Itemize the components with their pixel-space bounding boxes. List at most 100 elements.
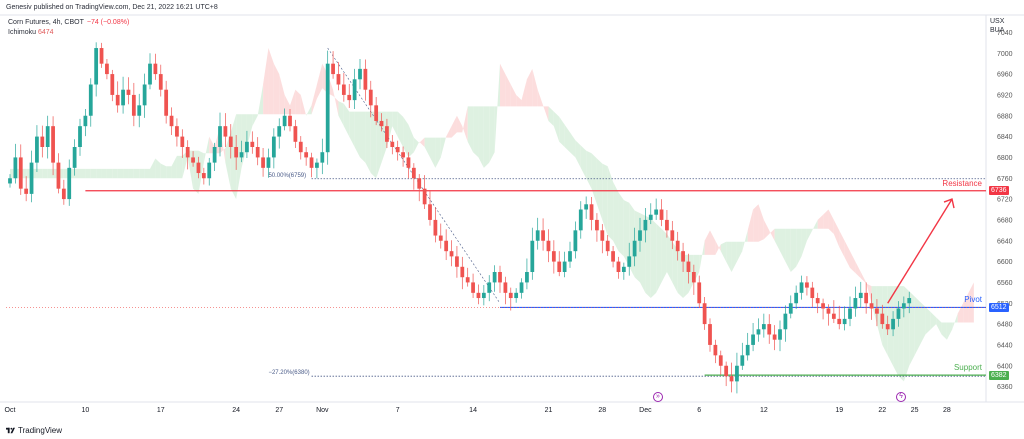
y-tick-label: 6720 xyxy=(997,197,1013,204)
ichimoku-cloud-segment xyxy=(268,48,274,115)
candle-body xyxy=(331,63,335,75)
candle-body xyxy=(605,240,610,252)
candle-body xyxy=(772,334,777,340)
candle-body xyxy=(158,74,163,90)
ichimoku-cloud-segment xyxy=(742,230,748,252)
candle-body xyxy=(363,68,368,90)
candle-body xyxy=(788,303,793,314)
ichimoku-cloud-segment xyxy=(720,241,727,262)
candle-body xyxy=(266,157,271,168)
ichimoku-cloud-segment xyxy=(613,181,619,252)
ichimoku-cloud-segment xyxy=(672,241,678,293)
candle-body xyxy=(368,89,373,106)
candle-body xyxy=(869,303,874,309)
candle-body xyxy=(105,63,109,75)
brand-name[interactable]: TradingView xyxy=(18,426,63,435)
ichimoku-cloud-segment xyxy=(354,111,360,158)
ichimoku-cloud-segment xyxy=(343,103,350,137)
symbol-title[interactable]: Corn Futures, 4h, CBOT xyxy=(8,19,84,26)
ichimoku-cloud-segment xyxy=(564,124,570,153)
candle-body xyxy=(185,147,190,158)
candle-body xyxy=(562,261,567,272)
candle-body xyxy=(815,298,820,304)
ichimoku-cloud-segment xyxy=(430,137,436,168)
candle-body xyxy=(455,256,459,267)
ichimoku-cloud-segment xyxy=(284,94,290,115)
candle-body xyxy=(584,204,589,210)
price-change: −74 (−0.08%) xyxy=(86,19,130,26)
ichimoku-cloud-segment xyxy=(968,282,974,323)
candle-body xyxy=(589,204,594,220)
candle-body xyxy=(428,204,432,220)
candle-body xyxy=(417,178,422,189)
ichimoku-cloud-segment xyxy=(252,114,258,127)
ichimoku-cloud-segment xyxy=(898,286,904,382)
candle-body xyxy=(681,251,685,262)
candle-body xyxy=(449,251,454,257)
candle-body xyxy=(358,68,362,80)
candle-body xyxy=(885,324,890,330)
candle-body xyxy=(395,147,400,153)
ichimoku-cloud-segment xyxy=(505,74,511,107)
pivot-label: Pivot xyxy=(964,295,982,305)
ichimoku-cloud-segment xyxy=(290,89,296,115)
candle-body xyxy=(304,152,309,158)
candle-body xyxy=(799,282,804,293)
ichimoku-cloud-segment xyxy=(666,233,673,283)
dividend-marker-icon[interactable]: » xyxy=(653,392,663,402)
price-axis-currency: USX BUA xyxy=(990,17,1004,35)
candle-body xyxy=(508,292,513,299)
candle-body xyxy=(810,287,815,299)
candle-body xyxy=(557,261,562,272)
candle-body xyxy=(654,209,659,215)
candle-body xyxy=(525,272,529,283)
y-tick-label: 6560 xyxy=(997,280,1013,287)
ichimoku-cloud-segment xyxy=(645,215,651,299)
candle-body xyxy=(78,126,82,147)
ichimoku-cloud-segment xyxy=(860,272,867,284)
candle-body xyxy=(492,272,497,283)
candle-body xyxy=(126,89,131,95)
ichimoku-cloud-segment xyxy=(440,136,447,158)
ichimoku-cloud-segment xyxy=(263,48,269,115)
candle-body xyxy=(298,141,303,153)
y-tick-label: 7040 xyxy=(997,30,1013,37)
candle-body xyxy=(341,84,346,95)
candle-body xyxy=(487,282,492,293)
ichimoku-cloud-segment xyxy=(279,74,285,115)
x-tick-label: 27 xyxy=(275,407,283,414)
ichimoku-cloud-segment xyxy=(844,240,850,268)
candle-body xyxy=(8,178,12,184)
lightning-event-icon[interactable]: ϟ xyxy=(896,392,906,402)
tradingview-logo-icon[interactable] xyxy=(6,426,15,435)
candle-body xyxy=(212,147,217,163)
candle-body xyxy=(110,74,115,95)
ichimoku-cloud-segment xyxy=(483,106,490,168)
y-tick-label: 6480 xyxy=(997,322,1013,329)
ichimoku-cloud-segment xyxy=(516,94,522,107)
candle-body xyxy=(218,126,222,147)
candle-body xyxy=(503,282,508,293)
candle-body xyxy=(250,141,255,147)
ichimoku-cloud-segment xyxy=(478,106,484,168)
candle-body xyxy=(460,266,465,278)
arrowhead-icon xyxy=(943,198,955,209)
indicator-name[interactable]: Ichimoku xyxy=(8,29,37,36)
candle-body xyxy=(837,318,842,325)
candle-body xyxy=(756,329,761,335)
candle-body xyxy=(751,334,755,345)
candle-body xyxy=(29,162,34,194)
x-tick-label: 6 xyxy=(697,407,701,414)
candle-body xyxy=(401,152,405,158)
candle-body xyxy=(616,261,621,272)
ichimoku-cloud-segment xyxy=(543,105,549,121)
ichimoku-cloud-segment xyxy=(806,228,813,241)
x-tick-label: 22 xyxy=(878,407,886,414)
candle-body xyxy=(648,214,653,220)
ichimoku-cloud-segment xyxy=(166,166,172,179)
candle-body xyxy=(476,292,481,299)
ichimoku-cloud-segment xyxy=(623,200,630,267)
candle-body xyxy=(56,162,61,189)
ichimoku-cloud-segment xyxy=(780,228,786,262)
